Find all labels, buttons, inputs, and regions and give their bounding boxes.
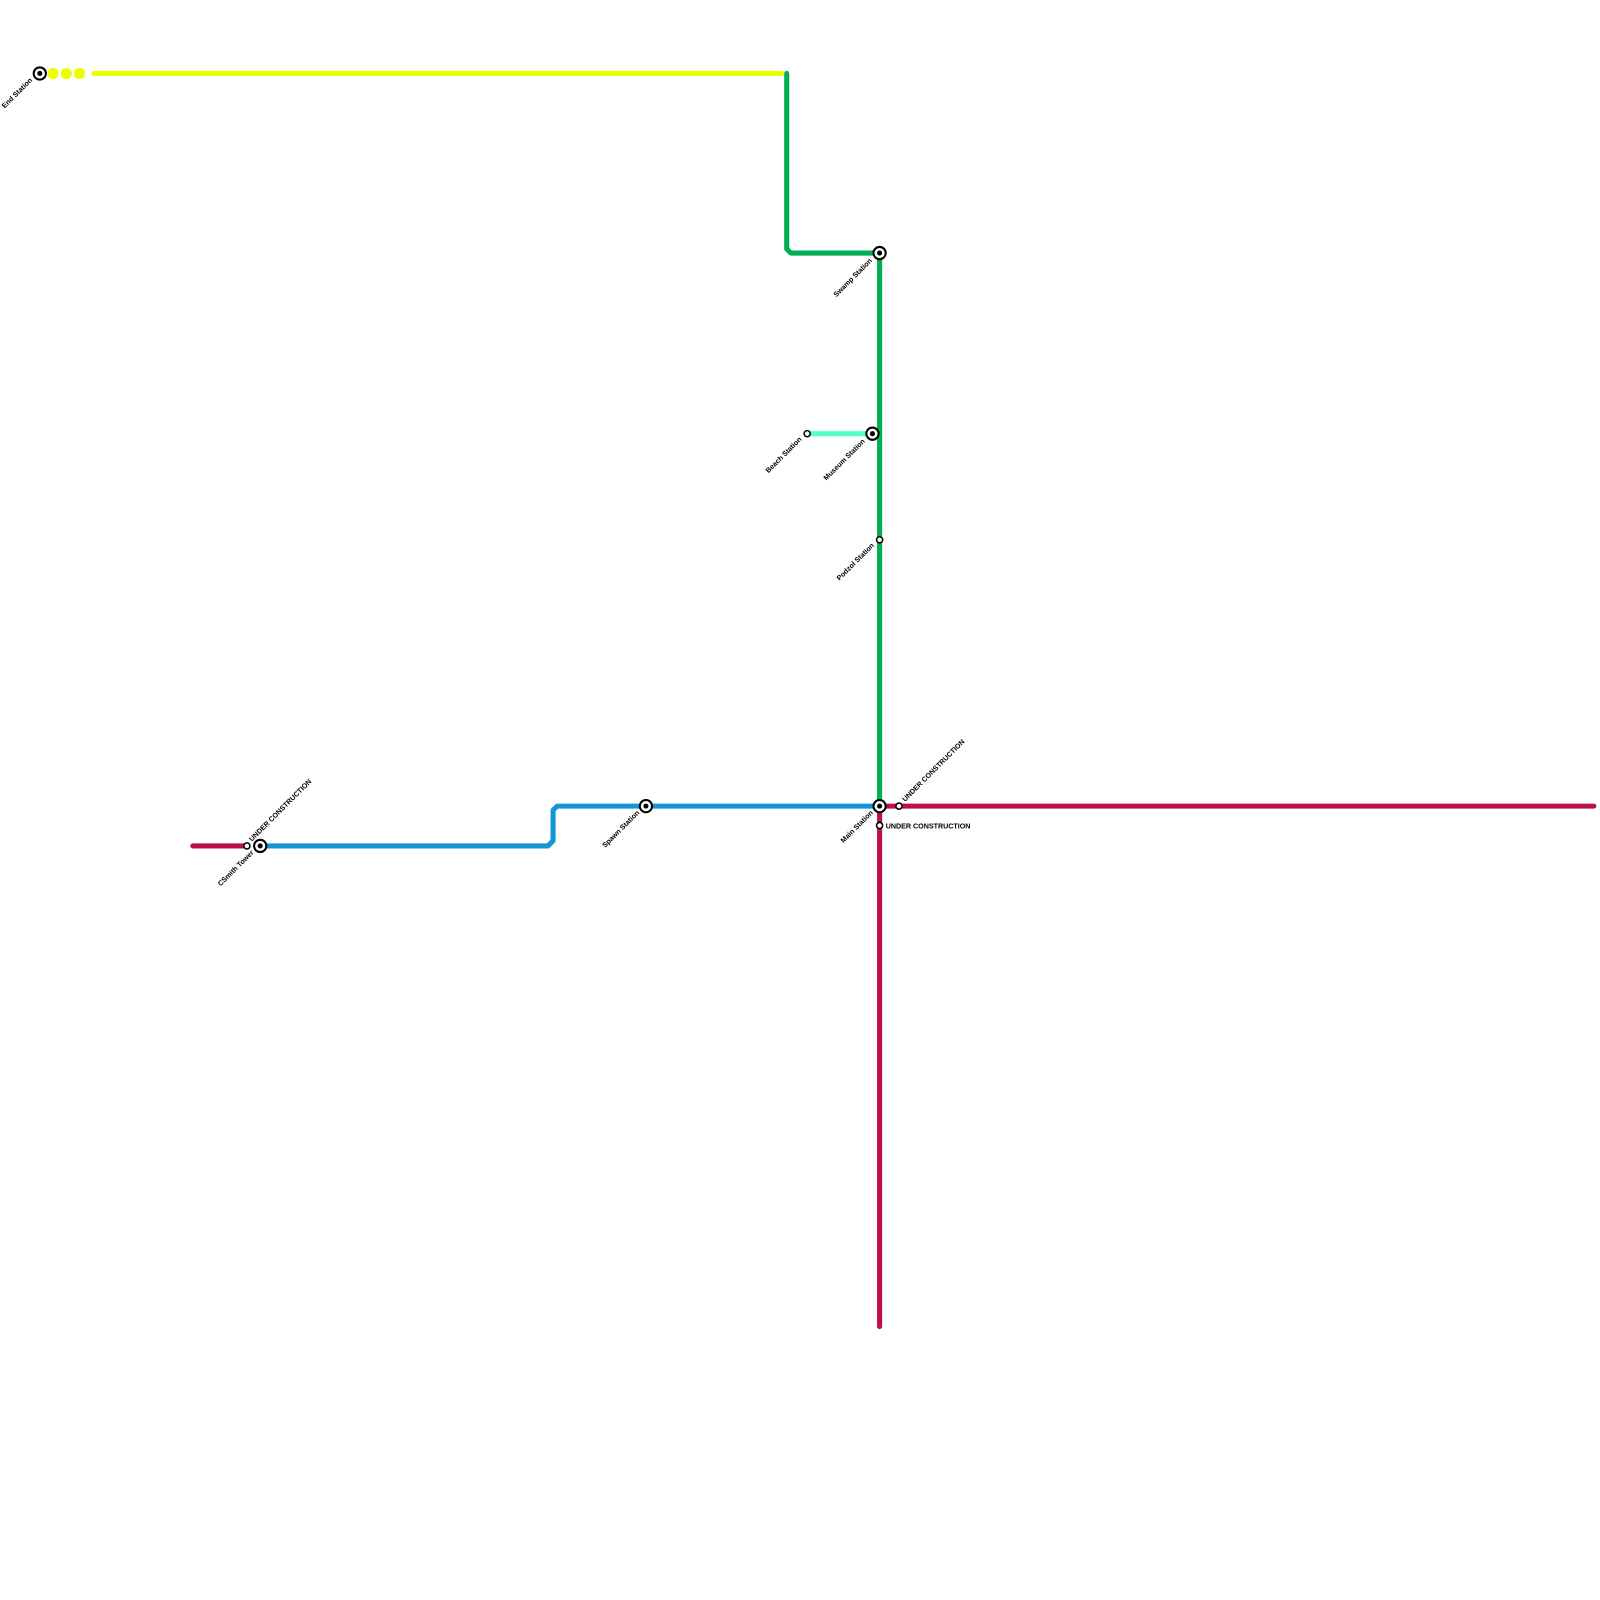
yellow-dot [47, 67, 59, 80]
interchange-station [865, 426, 880, 441]
interchange-station [872, 245, 887, 261]
green-line [784, 70, 883, 809]
station-label: UNDER CONSTRUCTION [248, 778, 314, 844]
station [243, 842, 251, 850]
station-label: Beach Station [764, 436, 803, 475]
station-label: CSmith Tower [216, 849, 255, 888]
interchange-station [32, 66, 47, 81]
interchange-station [638, 798, 654, 814]
yellow-dot [73, 67, 86, 80]
station-label: Podzol Station [835, 542, 876, 583]
interchange-station [872, 798, 887, 814]
station-label: Spawn Station [601, 809, 641, 849]
yellow-dot [60, 67, 72, 80]
station-label: Museum Station [822, 438, 867, 483]
station [803, 429, 811, 438]
red-line [877, 803, 1597, 1330]
station-label: End Station [0, 76, 34, 110]
station [895, 802, 903, 810]
station-label: UNDER CONSTRUCTION [901, 738, 967, 804]
station-label: Main Station [839, 809, 875, 845]
station-label: Swamp Station [832, 257, 874, 299]
station-label: UNDER CONSTRUCTION [886, 823, 971, 831]
station [875, 821, 884, 830]
station [875, 535, 884, 544]
interchange-station [253, 838, 268, 854]
blue-line [257, 803, 883, 849]
